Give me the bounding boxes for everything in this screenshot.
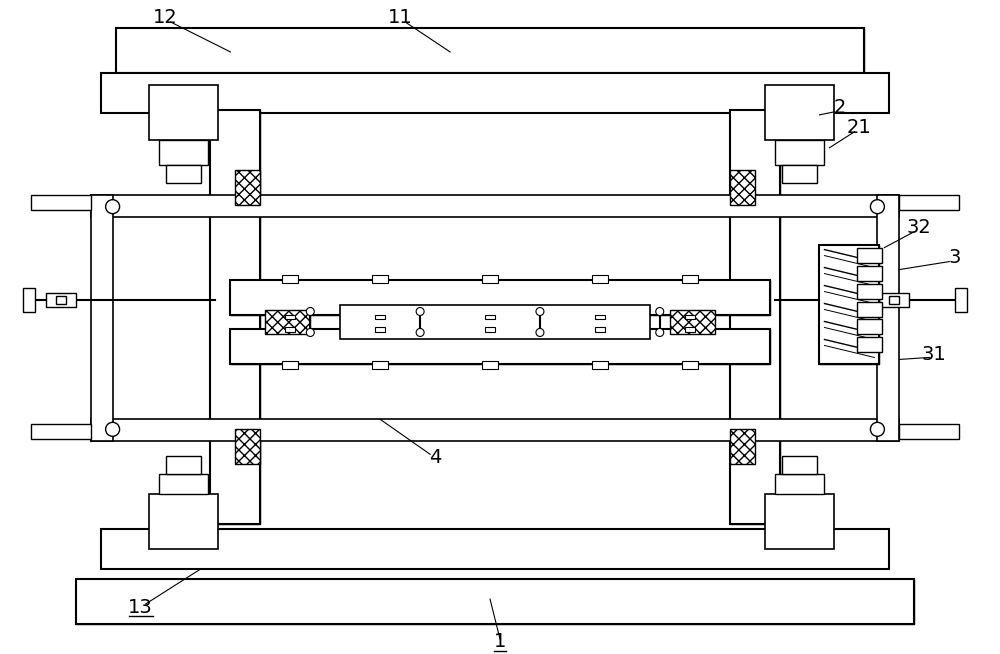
Bar (819, 245, 879, 364)
Bar (765, 85, 834, 140)
Bar (340, 305, 650, 339)
Bar (485, 328, 495, 332)
Circle shape (656, 307, 664, 315)
Text: 32: 32 (907, 218, 932, 237)
Bar (282, 362, 298, 370)
Bar (235, 170, 260, 205)
Text: 21: 21 (847, 118, 872, 137)
Bar (149, 494, 218, 549)
Bar (149, 85, 218, 140)
Bar (485, 315, 495, 320)
Bar (91, 419, 899, 441)
Bar (372, 275, 388, 283)
Bar (285, 315, 295, 320)
Bar (166, 165, 201, 182)
Text: 2: 2 (833, 98, 846, 117)
Bar (375, 315, 385, 320)
Bar (899, 424, 959, 439)
Bar (235, 429, 260, 464)
Text: 3: 3 (948, 248, 960, 267)
Bar (685, 315, 695, 320)
Bar (955, 288, 967, 311)
Bar (116, 28, 864, 73)
Bar (46, 292, 76, 307)
Bar (730, 110, 780, 524)
Bar (857, 248, 882, 263)
Bar (782, 456, 817, 474)
Text: 11: 11 (388, 9, 413, 27)
Bar (116, 28, 864, 73)
Bar (31, 424, 91, 439)
Bar (230, 330, 770, 364)
Circle shape (870, 422, 884, 436)
Bar (76, 579, 914, 624)
Bar (159, 140, 208, 165)
Bar (482, 275, 498, 283)
Bar (265, 309, 310, 334)
Bar (285, 328, 295, 332)
Bar (210, 110, 260, 524)
Text: 31: 31 (922, 345, 947, 364)
Bar (879, 292, 909, 307)
Circle shape (416, 307, 424, 315)
Bar (210, 110, 260, 524)
Bar (670, 309, 715, 334)
Bar (730, 429, 755, 464)
Bar (592, 362, 608, 370)
Bar (877, 195, 899, 441)
Text: 1: 1 (494, 632, 506, 651)
Bar (685, 328, 695, 332)
Bar (166, 456, 201, 474)
Bar (482, 362, 498, 370)
Bar (31, 195, 91, 210)
Circle shape (536, 307, 544, 315)
Bar (592, 275, 608, 283)
Bar (775, 140, 824, 165)
Bar (230, 330, 770, 364)
Circle shape (306, 328, 314, 336)
Bar (372, 362, 388, 370)
Bar (595, 328, 605, 332)
Bar (682, 362, 698, 370)
Circle shape (656, 328, 664, 336)
Bar (230, 279, 770, 315)
Bar (91, 195, 113, 441)
Bar (101, 73, 889, 113)
Bar (819, 245, 879, 364)
Bar (159, 474, 208, 494)
Bar (730, 170, 755, 205)
Bar (730, 110, 780, 524)
Bar (282, 275, 298, 283)
Text: 12: 12 (153, 9, 178, 27)
Circle shape (870, 199, 884, 214)
Bar (56, 296, 66, 303)
Circle shape (536, 328, 544, 336)
Bar (230, 279, 770, 315)
Bar (857, 320, 882, 334)
Bar (765, 494, 834, 549)
Bar (857, 284, 882, 298)
Bar (857, 337, 882, 353)
Text: 13: 13 (128, 598, 153, 617)
Bar (91, 195, 899, 216)
Bar (857, 301, 882, 317)
Bar (899, 195, 959, 210)
Bar (23, 288, 35, 311)
Circle shape (106, 422, 120, 436)
Circle shape (106, 199, 120, 214)
Circle shape (306, 307, 314, 315)
Bar (857, 266, 882, 281)
Text: 4: 4 (429, 448, 441, 467)
Bar (375, 328, 385, 332)
Bar (682, 275, 698, 283)
Bar (782, 165, 817, 182)
Bar (595, 315, 605, 320)
Bar (775, 474, 824, 494)
Bar (101, 529, 889, 569)
Bar (76, 579, 914, 624)
Circle shape (416, 328, 424, 336)
Bar (889, 296, 899, 303)
